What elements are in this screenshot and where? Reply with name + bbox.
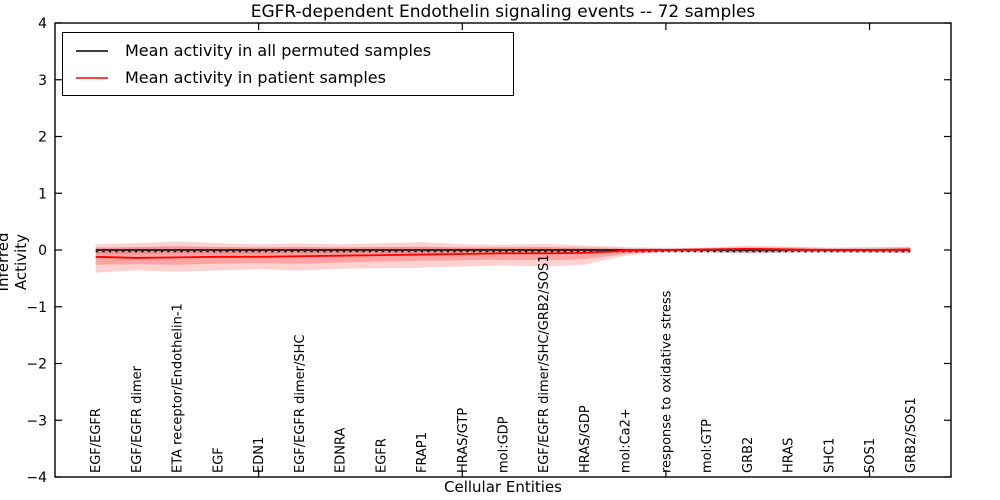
legend: Mean activity in all permuted samples Me…	[62, 32, 514, 96]
x-category-label: HRAS	[782, 438, 797, 473]
legend-label-permuted: Mean activity in all permuted samples	[125, 41, 432, 60]
x-category-label: EGF/EGFR	[89, 408, 104, 473]
x-category-label: mol:GTP	[700, 419, 715, 473]
legend-label-patient: Mean activity in patient samples	[125, 68, 386, 87]
x-category-label: EGFR	[374, 438, 389, 473]
x-category-label: EGF	[211, 447, 226, 473]
x-category-label: HRAS/GTP	[456, 408, 471, 473]
x-category-label: GRB2/SOS1	[904, 397, 919, 473]
x-category-label: SHC1	[822, 438, 837, 473]
y-tick-label: 0	[38, 243, 47, 259]
y-tick-label: −2	[26, 357, 47, 373]
x-axis-label: Cellular Entities	[444, 478, 562, 496]
y-tick-label: 1	[38, 186, 47, 202]
x-category-label: EDN1	[252, 437, 267, 473]
legend-item-permuted: Mean activity in all permuted samples	[75, 41, 513, 60]
x-category-label: mol:Ca2+	[619, 408, 634, 473]
x-category-label: EGF/EGFR dimer/SHC	[293, 335, 308, 473]
x-category-label: ETA receptor/Endothelin-1	[171, 303, 186, 473]
chart-title: EGFR-dependent Endothelin signaling even…	[250, 2, 756, 22]
x-category-label: EGF/EGFR dimer	[130, 365, 145, 473]
y-tick-label: −1	[26, 300, 47, 316]
x-category-label: HRAS/GDP	[578, 405, 593, 473]
legend-line-patient-icon	[76, 76, 108, 79]
x-category-label: EGF/EGFR dimer/SHC/GRB2/SOS1	[537, 255, 552, 474]
patient-mean-line	[95, 247, 911, 259]
x-category-label: mol:GDP	[497, 416, 512, 473]
y-tick-label: 2	[38, 130, 47, 146]
x-category-label: SOS1	[863, 438, 878, 473]
band-patient-range-inner	[95, 246, 911, 265]
y-axis-label: Inferred Activity	[0, 232, 30, 292]
x-category-label: EDNRA	[334, 428, 349, 473]
legend-item-patient: Mean activity in patient samples	[75, 68, 513, 87]
x-category-label: FRAP1	[415, 432, 430, 473]
y-tick-label: −3	[26, 413, 47, 429]
y-tick-label: −4	[26, 470, 47, 486]
y-tick-label: 4	[38, 16, 47, 32]
x-category-label: GRB2	[741, 437, 756, 473]
legend-line-permuted-icon	[76, 49, 108, 52]
y-tick-label: 3	[38, 73, 47, 89]
x-category-label: response to oxidative stress	[659, 290, 674, 473]
